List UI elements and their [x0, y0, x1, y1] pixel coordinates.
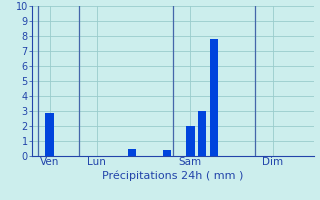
- Bar: [45, 112, 54, 156]
- Bar: [198, 111, 206, 156]
- Bar: [163, 150, 171, 156]
- Bar: [186, 126, 195, 156]
- Bar: [210, 39, 218, 156]
- Bar: [128, 148, 136, 156]
- X-axis label: Précipitations 24h ( mm ): Précipitations 24h ( mm ): [102, 170, 244, 181]
